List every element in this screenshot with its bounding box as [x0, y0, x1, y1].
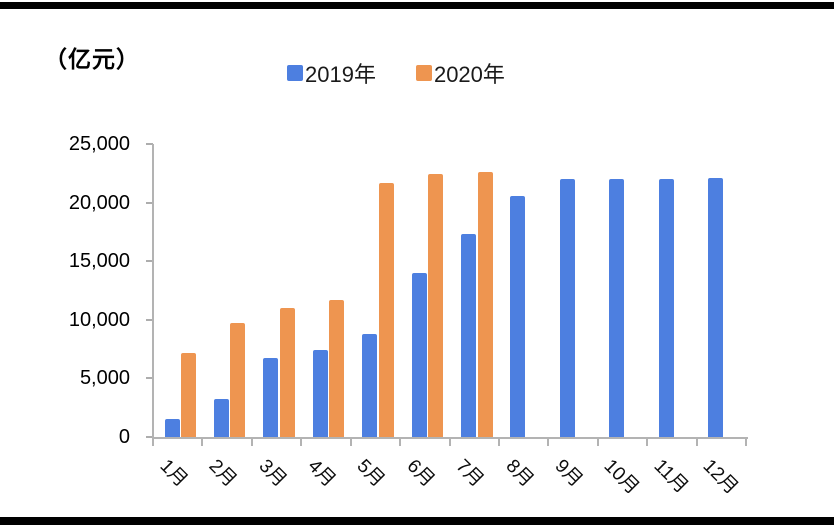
- y-axis-tick-label: 25,000: [68, 133, 130, 155]
- x-axis-tick-mark: [646, 437, 649, 446]
- y-axis-tick-label: 15,000: [68, 250, 130, 273]
- y-axis-tick-label: 20,000: [68, 191, 130, 214]
- bar-2019年-2月: [213, 399, 229, 437]
- bar-2020年-5月: [378, 182, 394, 437]
- x-axis-tick-mark: [745, 437, 747, 446]
- bar-2019年-1月: [164, 419, 180, 437]
- x-axis-category-label: 10月: [600, 455, 644, 499]
- bar-2019年-10月: [609, 179, 625, 437]
- y-axis-tick-mark: [146, 260, 153, 263]
- y-axis-tick-mark: [146, 318, 153, 321]
- legend: 2019年 2020年: [287, 57, 505, 89]
- x-axis-category-label: 6月: [402, 455, 439, 492]
- bar-2020年-1月: [181, 352, 196, 437]
- x-axis-tick-mark: [349, 437, 352, 446]
- bar-2019年-11月: [658, 179, 674, 437]
- bar-2019年-9月: [559, 179, 575, 437]
- x-axis-tick-mark: [152, 437, 154, 446]
- x-axis-tick-mark: [596, 437, 599, 446]
- bar-2019年-4月: [312, 350, 328, 437]
- bar-2019年-7月: [461, 234, 476, 437]
- legend-swatch-2019年: [287, 65, 303, 81]
- legend-item-2019年: 2019年: [287, 57, 376, 89]
- x-axis-category-label: 2月: [204, 455, 241, 492]
- x-axis-category-label: 8月: [501, 455, 538, 492]
- x-axis-category-label: 9月: [550, 455, 587, 492]
- y-axis-tick-mark: [146, 377, 153, 380]
- x-axis-tick-mark: [399, 437, 402, 446]
- x-axis-category-label: 4月: [303, 455, 340, 492]
- top-rule: [0, 2, 834, 9]
- x-axis-category-label: 5月: [352, 455, 389, 492]
- x-axis-tick-mark: [300, 437, 303, 446]
- bar-2020年-7月: [477, 172, 493, 437]
- x-axis-tick-mark: [448, 437, 451, 446]
- bar-2019年-5月: [362, 333, 378, 437]
- x-axis-category-label: 12月: [698, 455, 743, 499]
- x-axis-tick-mark: [547, 437, 550, 446]
- x-axis-category-label: 7月: [451, 455, 488, 492]
- y-axis-tick-mark: [146, 143, 153, 145]
- x-axis-tick-mark: [250, 437, 253, 446]
- bar-2020年-3月: [279, 308, 295, 437]
- bar-2019年-6月: [411, 272, 427, 437]
- y-axis-tick-mark: [146, 436, 153, 438]
- y-axis-line: [152, 144, 154, 439]
- y-axis-tick-mark: [146, 201, 153, 204]
- x-axis-category-label: 3月: [254, 455, 290, 492]
- bar-2020年-2月: [230, 323, 246, 437]
- x-axis-category-label: 1月: [155, 455, 192, 492]
- x-axis-tick-mark: [201, 437, 204, 446]
- y-axis-unit-label: （亿元）: [44, 47, 140, 72]
- bar-2020年-6月: [428, 174, 444, 437]
- bottom-rule: [0, 517, 834, 525]
- y-axis-tick-label: 5,000: [79, 367, 130, 390]
- legend-item-2020年: 2020年: [415, 57, 505, 89]
- legend-label: 2019年: [305, 62, 376, 87]
- legend-swatch-2020年: [415, 65, 432, 81]
- x-axis-tick-mark: [695, 437, 698, 446]
- x-axis-category-label: 11月: [649, 455, 692, 498]
- y-axis-tick-label: 0: [118, 426, 130, 448]
- x-axis-tick-mark: [497, 437, 500, 446]
- bar-2019年-12月: [708, 177, 724, 437]
- bar-2019年-3月: [263, 358, 279, 437]
- legend-label: 2020年: [433, 62, 505, 87]
- bar-2020年-4月: [329, 299, 345, 437]
- y-axis-tick-label: 10,000: [68, 308, 130, 331]
- bar-2019年-8月: [510, 195, 526, 437]
